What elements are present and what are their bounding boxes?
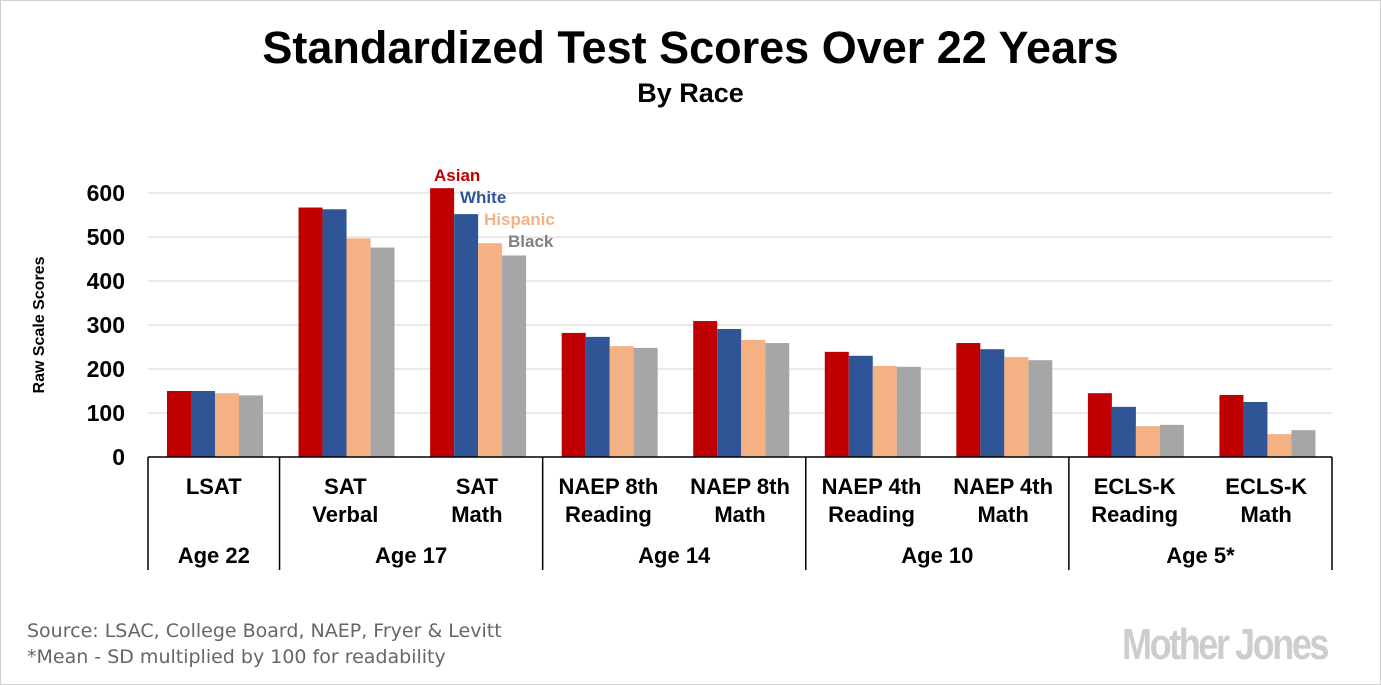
category-label: NAEP 8th	[559, 474, 659, 499]
bar-hispanic	[609, 346, 634, 457]
chart-title: Standardized Test Scores Over 22 Years	[262, 22, 1119, 73]
bar-black	[239, 395, 263, 457]
y-axis-label: Raw Scale Scores	[31, 256, 48, 393]
bar-hispanic	[346, 238, 371, 457]
bar-white	[322, 209, 347, 457]
category-label: Math	[451, 502, 502, 527]
bar-asian	[693, 321, 718, 457]
bar-white	[848, 355, 873, 457]
group-label: Age 17	[375, 543, 447, 568]
group-label: Age 5*	[1166, 543, 1235, 568]
bar-hispanic	[1135, 426, 1160, 457]
legend-black: Black	[508, 232, 554, 251]
bar-black	[1028, 360, 1053, 457]
category-label: Reading	[828, 502, 915, 527]
bar-asian	[561, 332, 586, 457]
bar-black	[1159, 424, 1184, 457]
bar-black	[502, 255, 527, 457]
footnote: *Mean - SD multiplied by 100 for readabi…	[27, 646, 446, 668]
legend-asian: Asian	[434, 166, 480, 185]
category-label: LSAT	[186, 474, 242, 499]
bar-asian	[824, 351, 849, 457]
category-label: Math	[977, 502, 1028, 527]
y-tick-label: 0	[112, 444, 125, 470]
category-label: NAEP 8th	[690, 474, 790, 499]
bar-black	[1291, 430, 1316, 457]
legend-white: White	[460, 188, 506, 207]
category-label: SAT	[324, 474, 367, 499]
mother-jones-logo: Mother Jones	[1122, 620, 1329, 669]
bar-hispanic	[478, 243, 503, 457]
bar-white	[1111, 406, 1136, 457]
bar-black	[633, 347, 658, 457]
bar-white	[585, 336, 610, 457]
category-label: Verbal	[312, 502, 378, 527]
bar-white	[454, 214, 479, 457]
y-tick-label: 100	[87, 400, 125, 426]
group-label: Age 14	[638, 543, 711, 568]
bar-hispanic	[872, 365, 897, 457]
bar-hispanic	[215, 393, 239, 457]
bar-asian	[1087, 393, 1112, 457]
bar-black	[765, 343, 790, 457]
category-label: Reading	[565, 502, 652, 527]
bar-white	[1243, 402, 1268, 457]
bar-white	[717, 328, 742, 457]
category-label: SAT	[456, 474, 499, 499]
y-tick-label: 400	[87, 268, 125, 294]
category-label: Reading	[1091, 502, 1178, 527]
category-label: ECLS-K	[1094, 474, 1176, 499]
bar-hispanic	[741, 339, 766, 457]
category-label: Math	[1241, 502, 1292, 527]
category-label: ECLS-K	[1225, 474, 1307, 499]
group-label: Age 10	[901, 543, 973, 568]
bar-asian	[956, 343, 981, 457]
y-tick-label: 500	[87, 224, 125, 250]
bar-black	[370, 247, 395, 457]
bar-asian	[430, 188, 455, 457]
category-label: NAEP 4th	[953, 474, 1053, 499]
bar-white	[191, 391, 215, 457]
bar-black	[896, 366, 921, 457]
category-label: NAEP 4th	[822, 474, 922, 499]
y-tick-label: 600	[87, 180, 125, 206]
y-tick-label: 300	[87, 312, 125, 338]
chart-subtitle: By Race	[637, 78, 744, 108]
bar-asian	[298, 207, 323, 457]
bar-asian	[1219, 394, 1244, 457]
bar-hispanic	[1004, 357, 1029, 457]
bar-white	[980, 349, 1005, 457]
source-note: Source: LSAC, College Board, NAEP, Fryer…	[27, 620, 502, 642]
legend-hispanic: Hispanic	[484, 210, 555, 229]
bar-asian	[167, 391, 191, 457]
group-label: Age 22	[178, 543, 250, 568]
bar-hispanic	[1267, 434, 1292, 457]
y-tick-label: 200	[87, 356, 125, 382]
category-label: Math	[714, 502, 765, 527]
